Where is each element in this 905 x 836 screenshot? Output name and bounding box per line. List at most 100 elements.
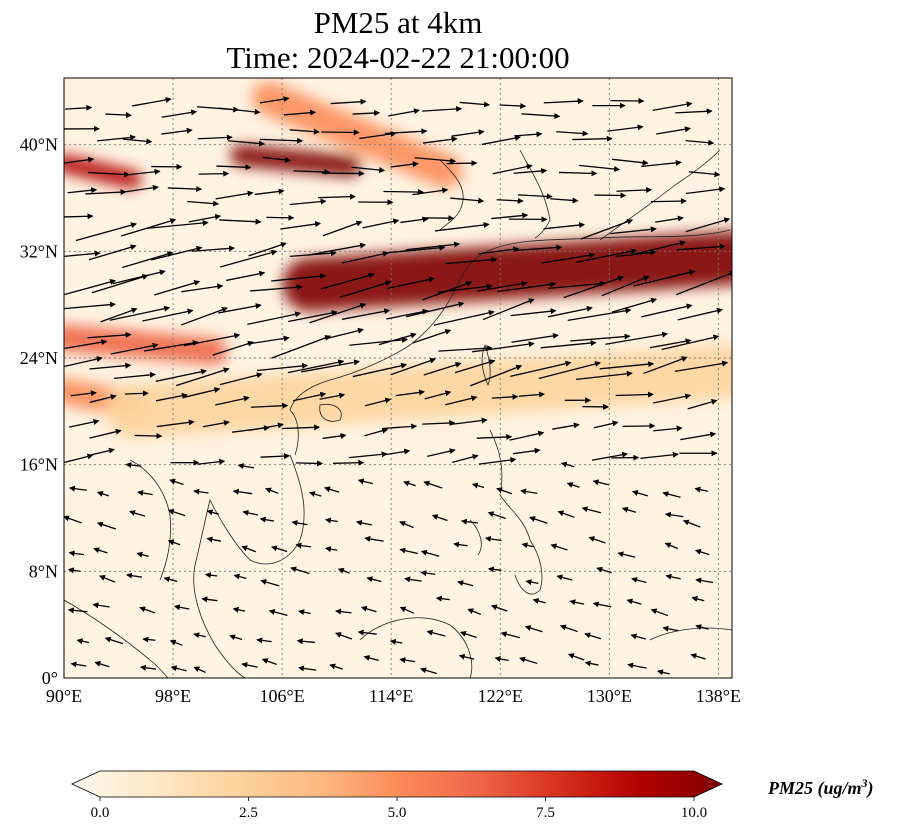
wind-arrow	[450, 197, 485, 204]
wind-arrow	[611, 158, 649, 166]
wind-arrow	[514, 244, 563, 252]
wind-arrow	[247, 311, 302, 326]
wind-arrow	[650, 198, 688, 205]
wind-arrow	[588, 536, 606, 544]
wind-arrow	[335, 608, 352, 615]
wind-arrow	[438, 345, 493, 352]
wind-arrow	[641, 159, 682, 168]
wind-arrow	[64, 213, 94, 220]
wind-arrow	[219, 372, 263, 386]
wind-arrow	[499, 102, 527, 109]
wind-arrow	[360, 605, 377, 613]
wind-arrow	[615, 391, 655, 398]
wind-arrow	[364, 536, 384, 542]
wind-arrow	[560, 461, 575, 468]
wind-arrow	[260, 579, 280, 587]
wind-arrow	[64, 453, 94, 464]
wind-arrow	[282, 424, 321, 431]
wind-arrow	[689, 171, 721, 178]
wind-arrow	[357, 629, 377, 636]
wind-arrow	[212, 340, 254, 356]
wind-arrow	[525, 579, 539, 586]
wind-arrow	[653, 393, 692, 404]
wind-arrow	[182, 387, 221, 399]
wind-arrow	[631, 490, 648, 497]
wind-arrow	[325, 327, 364, 340]
wind-arrow	[386, 308, 429, 320]
wind-arrow	[64, 301, 117, 310]
colorbar-tick-label: 0.0	[91, 805, 110, 821]
wind-arrow	[513, 167, 548, 174]
wind-arrow	[514, 131, 543, 138]
wind-arrow	[552, 422, 580, 430]
wind-arrow	[494, 656, 509, 662]
wind-arrow	[650, 608, 669, 617]
colorbar-tick-label: 5.0	[388, 805, 407, 821]
wind-arrow	[540, 340, 597, 349]
wind-arrow	[695, 624, 709, 631]
wind-arrow	[547, 305, 593, 318]
wind-arrow	[364, 397, 392, 407]
wind-arrow	[324, 486, 340, 493]
wind-arrow	[132, 96, 172, 107]
colorbar-tick-label: 10.0	[681, 805, 707, 821]
wind-arrow	[218, 107, 261, 115]
wind-arrow	[427, 448, 456, 457]
wind-arrow	[351, 166, 386, 173]
wind-arrow	[423, 361, 462, 376]
wind-arrow	[601, 275, 650, 297]
wind-arrow	[134, 432, 163, 439]
wind-arrow	[694, 486, 709, 493]
wind-arrow	[191, 245, 235, 252]
wind-arrow	[399, 521, 414, 529]
wind-arrow	[395, 389, 425, 397]
wind-arrow	[155, 392, 188, 402]
wind-arrow	[259, 137, 304, 144]
wind-arrow	[67, 567, 81, 574]
wind-arrow	[629, 240, 687, 256]
wind-arrow	[491, 212, 529, 220]
wind-arrow	[581, 506, 602, 514]
wind-arrow	[640, 451, 679, 459]
wind-arrow	[309, 302, 367, 324]
wind-arrow	[197, 458, 226, 465]
wind-arrow	[576, 370, 633, 381]
wind-arrow	[685, 186, 726, 195]
wind-arrow	[335, 632, 353, 640]
wind-arrow	[97, 134, 137, 142]
wind-arrow	[390, 161, 419, 168]
wind-arrow	[478, 457, 517, 465]
wind-arrow	[307, 242, 367, 256]
wind-arrow	[219, 218, 262, 225]
wind-arrow	[366, 576, 382, 583]
wind-arrow	[584, 632, 602, 640]
wind-arrow	[477, 280, 528, 292]
wind-arrow	[459, 631, 477, 639]
wind-arrow	[129, 510, 146, 517]
wind-arrow	[175, 367, 230, 387]
wind-arrow	[96, 491, 110, 497]
wind-arrow	[92, 602, 110, 609]
wind-arrow	[517, 193, 553, 200]
wind-arrow	[341, 308, 391, 320]
wind-arrow	[674, 360, 729, 373]
wind-arrow	[169, 639, 183, 646]
wind-arrow	[242, 509, 258, 516]
wind-arrow	[661, 334, 720, 351]
wind-arrow	[389, 638, 403, 645]
wind-arrow	[521, 113, 561, 120]
wind-arrow	[420, 549, 440, 557]
colorbar-tick-label: 7.5	[536, 805, 555, 821]
wind-arrow	[69, 419, 100, 428]
wind-arrow	[357, 478, 374, 485]
wind-arrow	[386, 276, 435, 290]
wind-arrow	[161, 109, 198, 118]
wind-arrow	[206, 509, 220, 516]
map-timestamp: Time: 2024-02-22 21:00:00	[226, 40, 570, 75]
lat-tick-label: 8°N	[29, 561, 58, 581]
wind-arrow	[280, 221, 322, 230]
wind-arrow	[188, 214, 222, 223]
wind-arrow	[333, 459, 365, 466]
wind-arrow	[550, 197, 579, 204]
wind-arrow	[91, 274, 149, 294]
